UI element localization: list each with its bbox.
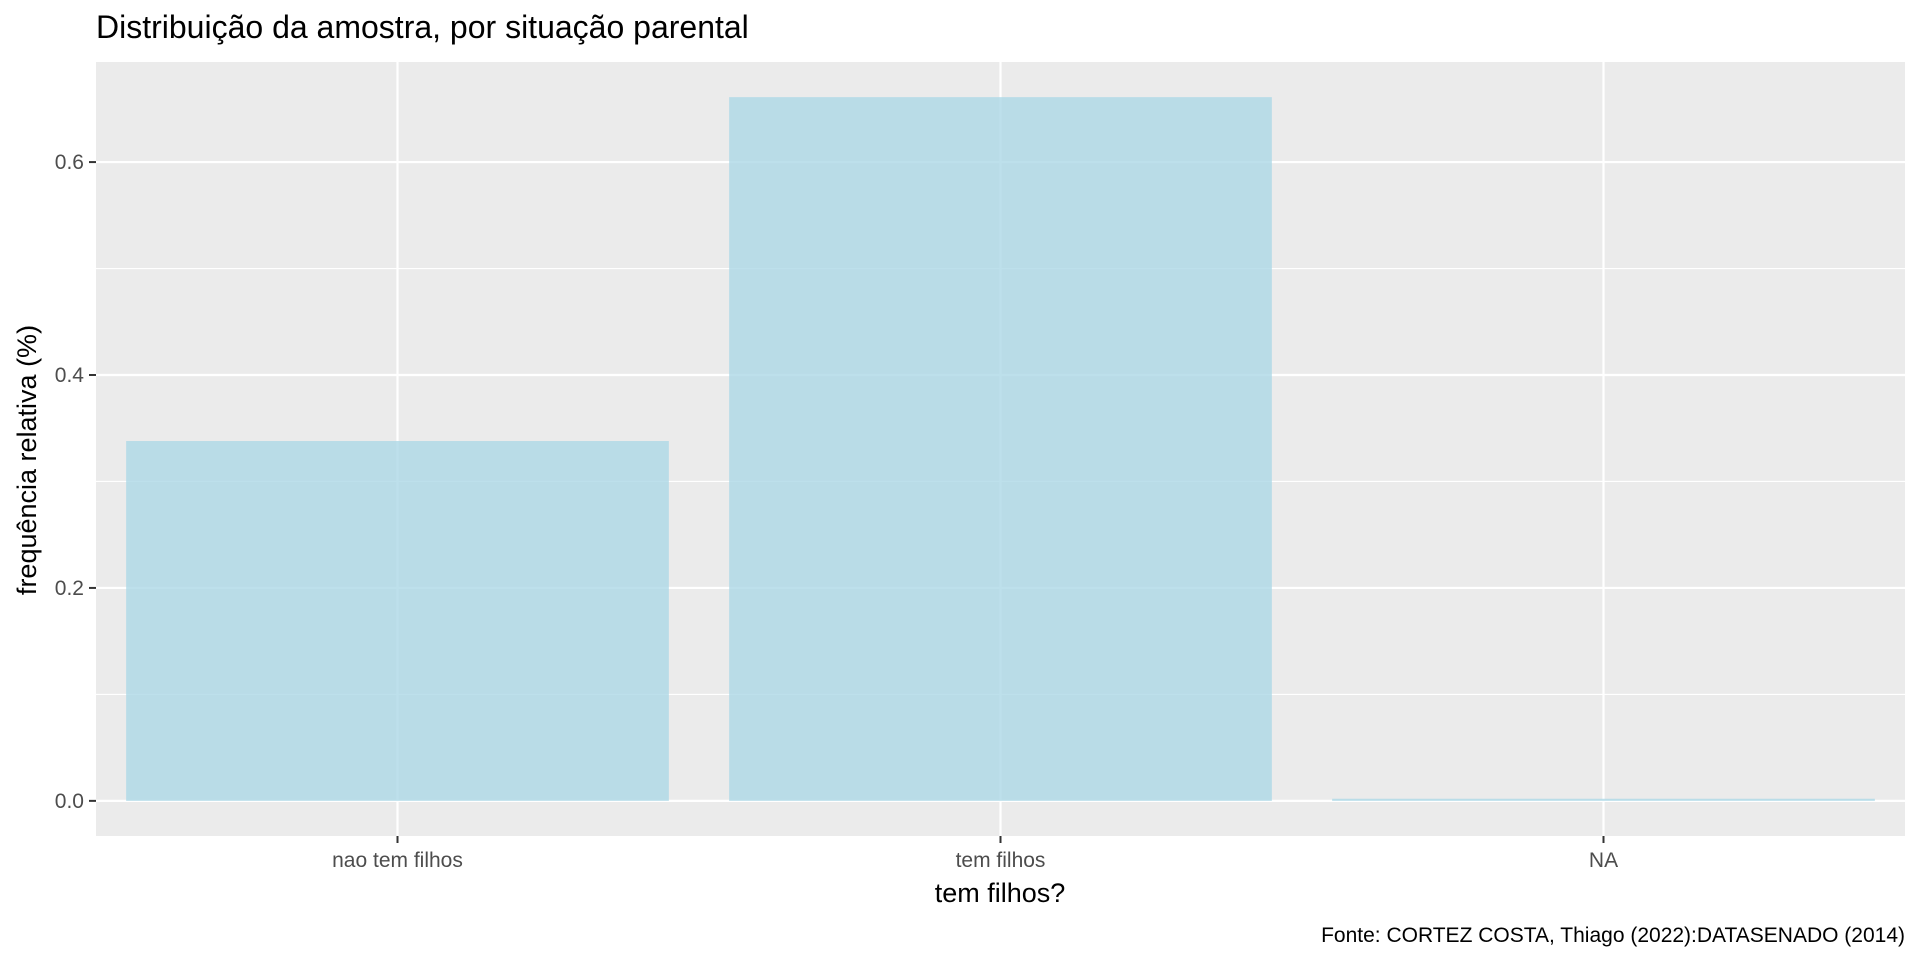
y-tick-label: 0.6: [55, 151, 84, 174]
y-axis-title: frequência relativa (%): [12, 325, 42, 595]
x-axis-title: tem filhos?: [935, 878, 1066, 908]
y-axis-ticks: 0.0 0.2 0.4 0.6: [55, 151, 96, 813]
y-tick-label: 0.0: [55, 790, 84, 813]
x-tick-label: nao tem filhos: [332, 849, 463, 872]
y-tick-label: 0.2: [55, 577, 84, 600]
bar: [729, 97, 1272, 801]
x-tick-label: NA: [1589, 849, 1618, 872]
bars: [126, 97, 1875, 801]
x-tick-label: tem filhos: [956, 849, 1046, 872]
chart-caption: Fonte: CORTEZ COSTA, Thiago (2022):DATAS…: [1321, 924, 1905, 947]
y-tick-label: 0.4: [55, 364, 85, 387]
bar: [1332, 798, 1875, 801]
chart-title: Distribuição da amostra, por situação pa…: [96, 9, 749, 45]
x-axis-ticks: nao tem filhos tem filhos NA: [332, 836, 1618, 872]
bar: [126, 441, 669, 801]
